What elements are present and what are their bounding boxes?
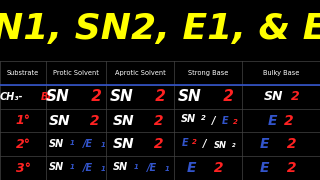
- Text: SN: SN: [178, 89, 202, 104]
- Text: 2: 2: [284, 114, 294, 128]
- Text: SN: SN: [46, 89, 69, 104]
- Text: E: E: [181, 138, 188, 148]
- Text: 2°: 2°: [16, 138, 31, 151]
- Text: 2: 2: [85, 114, 100, 128]
- Text: SN: SN: [110, 89, 133, 104]
- Text: 2: 2: [233, 119, 238, 125]
- Text: CH₃-: CH₃-: [0, 92, 23, 102]
- Text: /: /: [203, 139, 206, 149]
- Text: SN: SN: [180, 114, 196, 124]
- Text: 2: 2: [292, 90, 300, 103]
- Text: 2: 2: [86, 89, 102, 104]
- Text: 1: 1: [133, 164, 138, 170]
- Text: 1: 1: [165, 166, 170, 172]
- Text: 1°: 1°: [16, 114, 31, 127]
- Text: Protic Solvent: Protic Solvent: [53, 70, 99, 76]
- Text: SN: SN: [113, 137, 134, 151]
- Text: E: E: [187, 161, 196, 175]
- Text: SN: SN: [113, 114, 134, 128]
- Text: SN: SN: [214, 141, 227, 150]
- Text: 3°: 3°: [16, 162, 31, 175]
- Text: SN: SN: [48, 162, 64, 172]
- Text: 1: 1: [69, 164, 74, 170]
- Text: SN: SN: [264, 90, 283, 103]
- Text: SN: SN: [48, 139, 64, 149]
- Text: 1: 1: [101, 142, 106, 148]
- Text: 2: 2: [192, 139, 197, 145]
- Text: 2: 2: [201, 115, 206, 122]
- Text: E: E: [260, 161, 269, 175]
- Text: SN: SN: [112, 162, 128, 172]
- Text: Aprotic Solvent: Aprotic Solvent: [115, 70, 165, 76]
- Text: 2: 2: [218, 89, 234, 104]
- Text: E: E: [268, 114, 277, 128]
- Text: Br: Br: [40, 92, 52, 102]
- Text: E: E: [222, 116, 229, 126]
- Text: /E: /E: [83, 139, 93, 149]
- Text: /E: /E: [83, 163, 93, 173]
- Text: SN: SN: [49, 114, 70, 128]
- Text: Substrate: Substrate: [7, 70, 39, 76]
- Text: Bulky Base: Bulky Base: [263, 70, 299, 76]
- Text: 1: 1: [101, 166, 106, 172]
- Text: 2: 2: [149, 137, 164, 151]
- Text: 2: 2: [149, 114, 164, 128]
- Text: 2: 2: [282, 137, 296, 151]
- Text: /: /: [212, 116, 216, 126]
- Text: E: E: [260, 137, 269, 151]
- Text: Strong Base: Strong Base: [188, 70, 228, 76]
- Text: 2: 2: [209, 161, 224, 175]
- Text: 2: 2: [232, 143, 236, 148]
- Text: 2: 2: [282, 161, 296, 175]
- Text: /E: /E: [147, 163, 157, 173]
- Text: SN1, SN2, E1, & E2: SN1, SN2, E1, & E2: [0, 12, 320, 46]
- Text: 1: 1: [69, 140, 74, 146]
- Text: 2: 2: [150, 89, 166, 104]
